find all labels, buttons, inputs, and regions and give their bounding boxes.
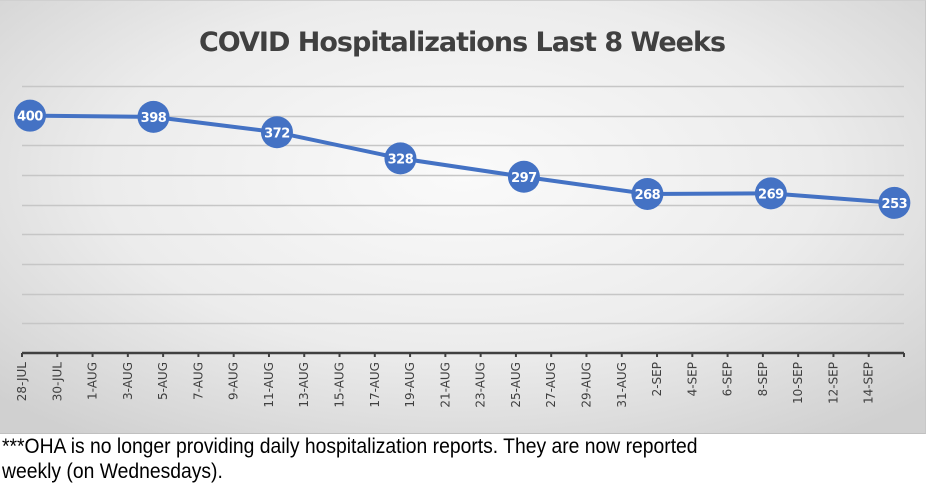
x-tick-label: 23-AUG [474, 362, 488, 408]
x-tick-label: 9-AUG [227, 362, 241, 400]
x-tick-label: 4-SEP [685, 362, 699, 396]
x-tick-label: 3-AUG [121, 362, 135, 400]
x-tick-label: 12-SEP [826, 362, 840, 404]
data-point [878, 186, 911, 219]
series-line [29, 113, 895, 205]
series-hospitalizations: 400 398 372 328 297 268 269 253 [14, 99, 911, 219]
x-tick-label: 10-SEP [791, 362, 805, 404]
x-tick-label: 11-AUG [262, 362, 276, 408]
data-label: 268 [635, 188, 661, 203]
x-tick-label: 7-AUG [191, 362, 205, 400]
x-tick-label: 30-JUL [50, 362, 64, 402]
x-tick-label: 15-AUG [333, 362, 347, 408]
footnote-line-2: weekly (on Wednesdays). [2, 460, 223, 483]
data-label: 269 [758, 187, 784, 202]
x-tick-label: 2-SEP [650, 362, 664, 396]
x-tick-label: 25-AUG [509, 362, 523, 408]
data-point [14, 99, 46, 132]
data-label: 398 [141, 111, 167, 126]
x-tick-label: 29-AUG [579, 362, 593, 408]
x-tick-label: 21-AUG [438, 362, 452, 408]
data-point [507, 160, 540, 193]
x-axis [21, 351, 905, 357]
x-tick-label: 17-AUG [368, 362, 382, 408]
x-tick-label: 31-AUG [615, 362, 629, 408]
gridlines [22, 85, 904, 325]
x-tick-label: 6-SEP [721, 362, 735, 396]
data-point [384, 142, 417, 175]
data-point [260, 116, 293, 149]
data-label: 328 [388, 152, 414, 167]
chart-area: COVID Hospitalizations Last 8 Weeks 28-J… [0, 0, 926, 434]
data-label: 297 [511, 171, 537, 186]
x-tick-label: 13-AUG [297, 362, 311, 408]
data-label: 372 [264, 126, 290, 141]
x-tick-label: 27-AUG [544, 362, 558, 408]
data-point [137, 100, 170, 133]
x-tick-label: 8-SEP [756, 362, 770, 396]
chart-title: COVID Hospitalizations Last 8 Weeks [199, 27, 725, 58]
x-tick-label: 5-AUG [156, 362, 170, 400]
line-chart: COVID Hospitalizations Last 8 Weeks 28-J… [14, 27, 911, 408]
x-tick-label: 19-AUG [403, 362, 417, 408]
footnote: ***OHA is no longer providing daily hosp… [2, 434, 853, 484]
data-label: 400 [17, 110, 43, 125]
x-tick-label: 28-JUL [15, 362, 29, 402]
footnote-line-1: ***OHA is no longer providing daily hosp… [2, 435, 698, 458]
x-tick-labels: 28-JUL 30-JUL 1-AUG 3-AUG 5-AUG 7-AUG 9-AUG 11-… [15, 362, 876, 408]
data-label: 253 [882, 197, 908, 212]
x-tick-label: 1-AUG [86, 362, 100, 400]
x-tick-label: 14-SEP [862, 362, 876, 404]
data-point [754, 177, 787, 210]
data-point [631, 177, 664, 210]
